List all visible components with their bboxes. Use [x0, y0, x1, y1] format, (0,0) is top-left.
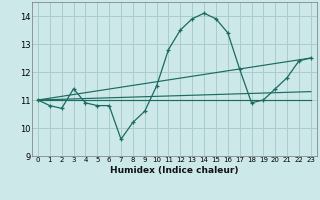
X-axis label: Humidex (Indice chaleur): Humidex (Indice chaleur) [110, 166, 239, 175]
